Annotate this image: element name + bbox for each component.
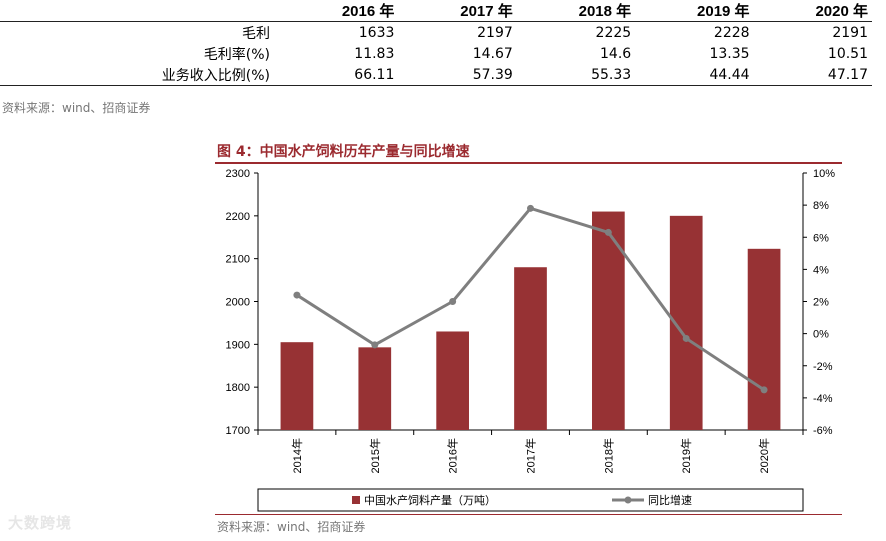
- growth-point: [449, 298, 457, 305]
- table-cell: 66.11: [280, 64, 399, 86]
- table-row: 毛利 1633 2197 2225 2228 2191: [0, 22, 872, 44]
- table-header-row: 2016 年 2017 年 2018 年 2019 年 2020 年: [0, 0, 872, 22]
- figure-source-rule: [215, 514, 842, 515]
- y-right-tick-label: -2%: [813, 361, 833, 373]
- growth-point: [760, 386, 768, 394]
- y-right-tick-label: 4%: [813, 264, 829, 276]
- financial-table: 2016 年 2017 年 2018 年 2019 年 2020 年 毛利 16…: [0, 0, 872, 86]
- table-cell: 47.17: [753, 64, 872, 86]
- growth-point: [371, 341, 379, 349]
- y-right-tick-label: 10%: [813, 168, 835, 180]
- y-left-tick-label: 1700: [226, 425, 250, 437]
- x-tick-label: 2016年: [446, 438, 460, 473]
- bar: [747, 248, 781, 430]
- bar: [436, 331, 469, 430]
- table-cell: 14.67: [472, 45, 513, 62]
- legend-box: [257, 488, 804, 512]
- bar: [280, 342, 314, 430]
- legend-line-label: 同比增速: [648, 493, 692, 507]
- table-cell: 13.35: [709, 45, 750, 62]
- table-cell: 1633: [358, 24, 395, 41]
- table-cell: 2228: [713, 24, 750, 41]
- y-right-tick-label: -6%: [813, 425, 833, 437]
- header-cell-blank: [0, 0, 280, 22]
- y-left-tick-label: 1900: [226, 339, 250, 351]
- y-right-tick-label: -4%: [813, 393, 833, 405]
- growth-point: [527, 204, 534, 212]
- header-cell-2017: 2017 年: [398, 0, 517, 22]
- y-left-tick-label: 2300: [226, 168, 250, 180]
- legend-line-marker: [624, 496, 632, 504]
- y-right-tick-label: 2%: [813, 297, 829, 309]
- header-cell-2018: 2018 年: [516, 0, 636, 22]
- row-label: 毛利: [242, 25, 270, 42]
- bar: [592, 211, 625, 430]
- y-right-tick-label: 6%: [813, 232, 829, 244]
- y-left-tick-label: 1800: [226, 382, 250, 394]
- growth-point: [604, 228, 612, 236]
- bar: [514, 267, 547, 430]
- table-row: 毛利率(%) 11.83 14.67 14.6 13.35 10.51: [0, 43, 872, 64]
- legend-bar-label: 中国水产饲料产量（万吨）: [364, 493, 496, 507]
- x-tick-label: 2017年: [524, 438, 538, 473]
- watermark: 大数跨境: [8, 514, 73, 532]
- figure-source-note: 资料来源：wind、招商证券: [217, 520, 366, 534]
- x-tick-label: 2015年: [368, 438, 382, 473]
- y-right-tick-label: 8%: [813, 200, 829, 212]
- table-cell: 2191: [832, 24, 868, 41]
- y-left-tick-label: 2100: [226, 254, 250, 266]
- bar: [358, 347, 392, 430]
- table-cell: 14.6: [600, 45, 632, 62]
- x-tick-label: 2014年: [290, 438, 304, 473]
- table-cell: 2225: [595, 24, 632, 41]
- row-label: 毛利率(%): [203, 46, 270, 63]
- x-tick-label: 2019年: [679, 438, 693, 473]
- table-cell: 55.33: [516, 64, 636, 86]
- table-cell: 11.83: [354, 45, 395, 62]
- header-cell-2019: 2019 年: [635, 0, 754, 22]
- table-cell: 44.44: [635, 64, 754, 86]
- table-row: 业务收入比例(%) 66.11 57.39 55.33 44.44 47.17: [0, 64, 872, 86]
- table-cell: 57.39: [398, 64, 517, 86]
- figure-title: 图 4：中国水产饲料历年产量与同比增速: [217, 144, 470, 160]
- y-right-tick-label: 0%: [813, 329, 829, 341]
- row-label: 业务收入比例(%): [0, 64, 280, 86]
- y-left-tick-label: 2000: [226, 297, 250, 309]
- legend-bar-swatch: [352, 496, 360, 504]
- header-cell-2016: 2016 年: [280, 0, 399, 22]
- x-tick-label: 2018年: [601, 438, 615, 473]
- growth-point: [682, 334, 690, 342]
- table-cell: 10.51: [827, 45, 868, 62]
- y-left-tick-label: 2200: [226, 211, 250, 223]
- growth-point: [293, 291, 301, 299]
- header-cell-2020: 2020 年: [753, 0, 872, 22]
- table-cell: 2197: [477, 24, 513, 41]
- figure-title-rule: [215, 162, 842, 164]
- x-tick-label: 2020年: [757, 438, 771, 473]
- table-source-note: 资料来源：wind、招商证券: [2, 101, 151, 115]
